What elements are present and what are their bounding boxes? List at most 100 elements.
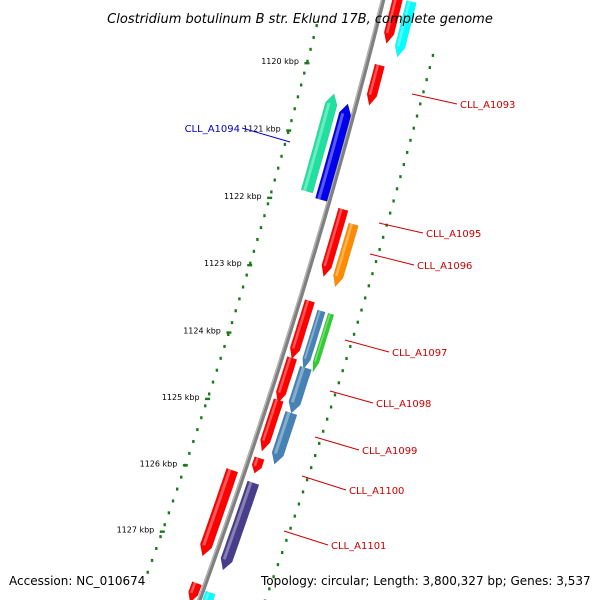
gene-arrow-shine [291,299,310,349]
kbp-tick [226,331,232,334]
ring-dot [419,102,422,106]
ring-dot [283,142,287,146]
ring-dot [314,454,317,458]
gene-arrow-shine [190,582,197,594]
ring-dot [273,178,276,182]
ring-dot [286,131,290,135]
ring-dot [333,393,337,397]
ring-dot [318,441,321,445]
ring-dot [188,451,191,455]
ring-dot [415,114,419,118]
gene-arrow-shine [273,411,291,454]
ring-dot [309,466,313,470]
ring-dot [309,47,312,51]
ring-dot [227,333,230,337]
gene-arrow [333,222,359,288]
kbp-tick [205,397,211,401]
gene-label: CLL_A1101 [331,541,386,552]
ring-dot [215,368,219,372]
ring-dot [378,247,381,251]
gene-arrow [394,0,417,58]
ring-dot [241,285,245,289]
ring-dot [325,417,329,421]
leader-line [241,127,291,143]
ring-dot [322,429,325,433]
ring-dot [392,199,395,203]
ring-dot [356,320,359,324]
ring-dot [266,202,270,206]
gene-arrow-shine [222,481,253,560]
leader-line [411,93,458,105]
ring-dot [252,249,256,253]
gene-arrow-shine [317,112,345,200]
kbp-label: 1122 kbp [224,192,262,201]
gene-arrow [220,480,260,571]
ring-dot [238,297,241,301]
gene-arrow [383,0,403,45]
gene-arrow [200,467,239,557]
backbone-highlight [197,0,383,600]
gene-arrow [302,309,326,370]
kbp-tick [267,196,273,200]
kbp-label: 1127 kbp [117,526,155,535]
map-title: Clostridium botulinum B str. Eklund 17B,… [107,12,493,27]
leader-line [344,339,390,353]
ring-dot [303,71,306,75]
ring-dot [204,404,207,408]
gene-label: CLL_A1099 [362,446,417,457]
ring-dot [180,475,183,479]
gene-arrow-shine [368,64,380,96]
ring-dot [259,226,263,230]
gene-features [188,0,417,600]
ring-dot [159,535,162,539]
ring-dot [280,550,284,554]
gene-arrow [312,312,335,374]
ring-dot [399,175,402,179]
gene-arrow-shine [396,0,411,47]
gene-arrow-shine [335,223,353,277]
ring-dot [171,499,175,503]
ring-dot [276,563,280,567]
gene-arrow [366,63,385,106]
gene-arrow [251,456,265,474]
gene-label: CLL_A1094 [185,124,240,135]
ring-dot [234,309,237,313]
gene-arrow [289,299,316,360]
ring-dot [196,428,199,432]
ring-dot [163,523,166,527]
kbp-label: 1125 kbp [162,393,200,402]
gene-arrow [315,103,352,202]
ring-dot [367,284,371,288]
gene-arrow [260,398,284,452]
gene-labels: CLL_A1093 CLL_A1094 CLL_A1095 CLL_A1096 CLL_… [185,93,515,552]
ring-dot [155,547,158,551]
ring-dot [297,502,301,506]
ring-dot [431,53,435,57]
kbp-label: 1126 kbp [140,459,178,468]
tick-rings [146,24,435,600]
ring-dot [337,381,341,385]
leader-line [301,475,347,491]
ring-dot [296,95,300,99]
ring-dot [428,66,432,70]
ring-dot [167,511,171,515]
ring-dot [200,416,203,420]
leader-line [369,253,415,266]
ring-dot [268,587,271,591]
ring-dot [312,35,315,39]
leader-line [283,530,329,546]
leader-line [329,390,374,404]
gene-arrow [321,207,349,278]
ring-dot [360,308,363,312]
kbp-label: 1123 kbp [204,259,242,268]
gene-label: CLL_A1100 [349,486,404,497]
gene-label: CLL_A1098 [376,399,431,410]
kbp-label: 1124 kbp [183,327,221,336]
backbone-line [197,0,386,600]
kbp-tick [159,530,165,533]
ring-dot [280,154,283,158]
ring-dot [293,514,296,518]
ring-dot [249,261,252,265]
gene-arrow-shine [303,102,331,192]
